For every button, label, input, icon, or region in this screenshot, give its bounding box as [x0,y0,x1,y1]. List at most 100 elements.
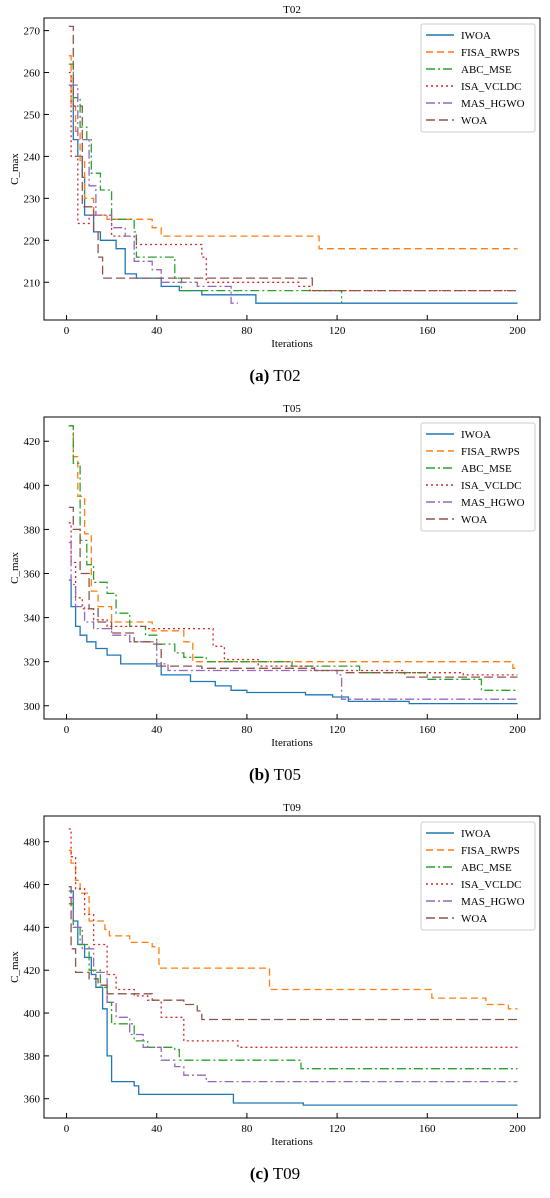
series-line-woa [68,25,518,292]
chart-panel-t09: T09 0 40 80 120 160 200 360 380 400 420 440 460 480 It… [0,798,550,1197]
y-tick-label: 300 [24,701,41,713]
y-tick-label: 230 [24,193,41,205]
series-line-woa [68,506,518,678]
y-tick-label: 270 [24,26,41,38]
legend-label: FISA_RWPS [461,47,520,59]
caption-t02: (a) T02 [0,366,550,386]
series-line-abc-mse [68,63,343,304]
x-tick-label: 200 [509,724,526,736]
series-line-isa-vcldc [68,522,518,676]
y-axis-label: C_max [9,153,21,185]
y-tick-label: 400 [24,480,41,492]
x-tick-label: 0 [64,724,70,736]
series-line-fisa-rwps [68,849,518,1010]
legend-label: ABC_MSE [461,463,512,475]
caption-text: T02 [273,366,301,385]
chart-t05: T05 0 40 80 120 160 200 300 320 340 360 380 400 420 It… [9,403,541,749]
y-tick-label: 480 [24,837,41,849]
x-tick-label: 120 [329,1123,346,1135]
x-tick-label: 80 [241,325,253,337]
x-axis-label: Iterations [271,737,313,749]
y-tick-label: 320 [24,657,41,669]
legend-label: IWOA [461,30,491,42]
y-tick-label: 380 [24,524,41,536]
y-tick-label: 420 [24,965,41,977]
legend-label: MAS_HGWO [461,497,525,509]
x-tick-label: 160 [419,1123,436,1135]
chart-t09: T09 0 40 80 120 160 200 360 380 400 420 440 460 480 It… [9,802,541,1148]
series-line-mas-hgwo [68,896,518,1083]
x-tick-label: 40 [151,325,163,337]
caption-letter: (c) [249,1164,269,1183]
y-tick-label: 360 [24,1094,41,1106]
chart-t02: T02 0 40 80 120 160 200 210 220 230 240 250 260 270 It… [9,4,541,350]
plot-area [68,425,518,705]
x-tick-label: 160 [419,724,436,736]
y-tick-label: 360 [24,569,41,581]
legend-label: ISA_VCLDC [461,879,522,891]
caption-letter: (b) [248,765,270,784]
x-tick-label: 80 [241,724,253,736]
y-tick-label: 240 [24,151,41,163]
legend-label: WOA [461,913,487,925]
legend-label: ABC_MSE [461,862,512,874]
series-line-woa [68,886,518,1021]
y-tick-label: 220 [24,235,41,247]
y-tick-label: 250 [24,109,41,121]
x-tick-label: 200 [509,1123,526,1135]
caption-t05: (b) T05 [0,765,550,785]
series-line-fisa-rwps [68,55,518,250]
y-axis-label: C_max [9,951,21,983]
legend-label: ABC_MSE [461,64,512,76]
caption-text: T05 [273,765,302,784]
chart-title: T05 [283,403,301,415]
x-tick-label: 120 [329,724,346,736]
legend-label: IWOA [461,828,491,840]
legend-label: ISA_VCLDC [461,81,522,93]
legend-label: WOA [461,115,487,127]
chart-panel-t02: T02 0 40 80 120 160 200 210 220 230 240 250 260 270 It… [0,0,550,399]
plot-frame [43,416,541,720]
legend-label: FISA_RWPS [461,446,520,458]
y-tick-label: 260 [24,68,41,80]
legend-label: FISA_RWPS [461,845,520,857]
legend-label: MAS_HGWO [461,98,525,110]
y-tick-label: 210 [24,277,41,289]
legend: IWOA FISA_RWPS ABC_MSE ISA_VCLDC MAS_HGWO WOA [420,422,536,532]
series-line-iwoa [68,579,518,705]
series-line-abc-mse [68,903,518,1070]
legend: IWOA FISA_RWPS ABC_MSE ISA_VCLDC MAS_HGWO WOA [420,23,536,133]
x-axis-label: Iterations [271,1136,313,1148]
legend-label: WOA [461,514,487,526]
legend-label: ISA_VCLDC [461,480,522,492]
x-tick-label: 160 [419,325,436,337]
series-line-isa-vcldc [68,71,518,292]
chart-title: T02 [283,4,301,16]
y-tick-label: 340 [24,613,41,625]
x-tick-label: 0 [64,1123,70,1135]
x-tick-label: 80 [241,1123,253,1135]
legend-label: MAS_HGWO [461,896,525,908]
legend-label: IWOA [461,429,491,441]
legend-box [420,821,536,931]
x-tick-label: 120 [329,325,346,337]
caption-t09: (c) T09 [0,1164,550,1184]
plot-frame [43,17,541,321]
chart-title: T09 [283,802,301,814]
series-line-fisa-rwps [68,425,518,669]
x-tick-label: 40 [151,724,163,736]
y-tick-label: 460 [24,880,41,892]
y-tick-label: 400 [24,1008,41,1020]
x-axis-label: Iterations [271,338,313,350]
legend: IWOA FISA_RWPS ABC_MSE ISA_VCLDC MAS_HGWO WOA [420,821,536,931]
caption-letter: (a) [249,366,270,385]
y-tick-label: 440 [24,922,41,934]
y-axis-label: C_max [9,552,21,584]
caption-text: T09 [272,1164,301,1183]
x-tick-label: 0 [64,325,70,337]
chart-panel-t05: T05 0 40 80 120 160 200 300 320 340 360 380 400 420 It… [0,399,550,798]
x-tick-label: 200 [509,325,526,337]
series-line-mas-hgwo [68,84,238,304]
legend-box [420,23,536,133]
series-line-abc-mse [68,425,518,691]
